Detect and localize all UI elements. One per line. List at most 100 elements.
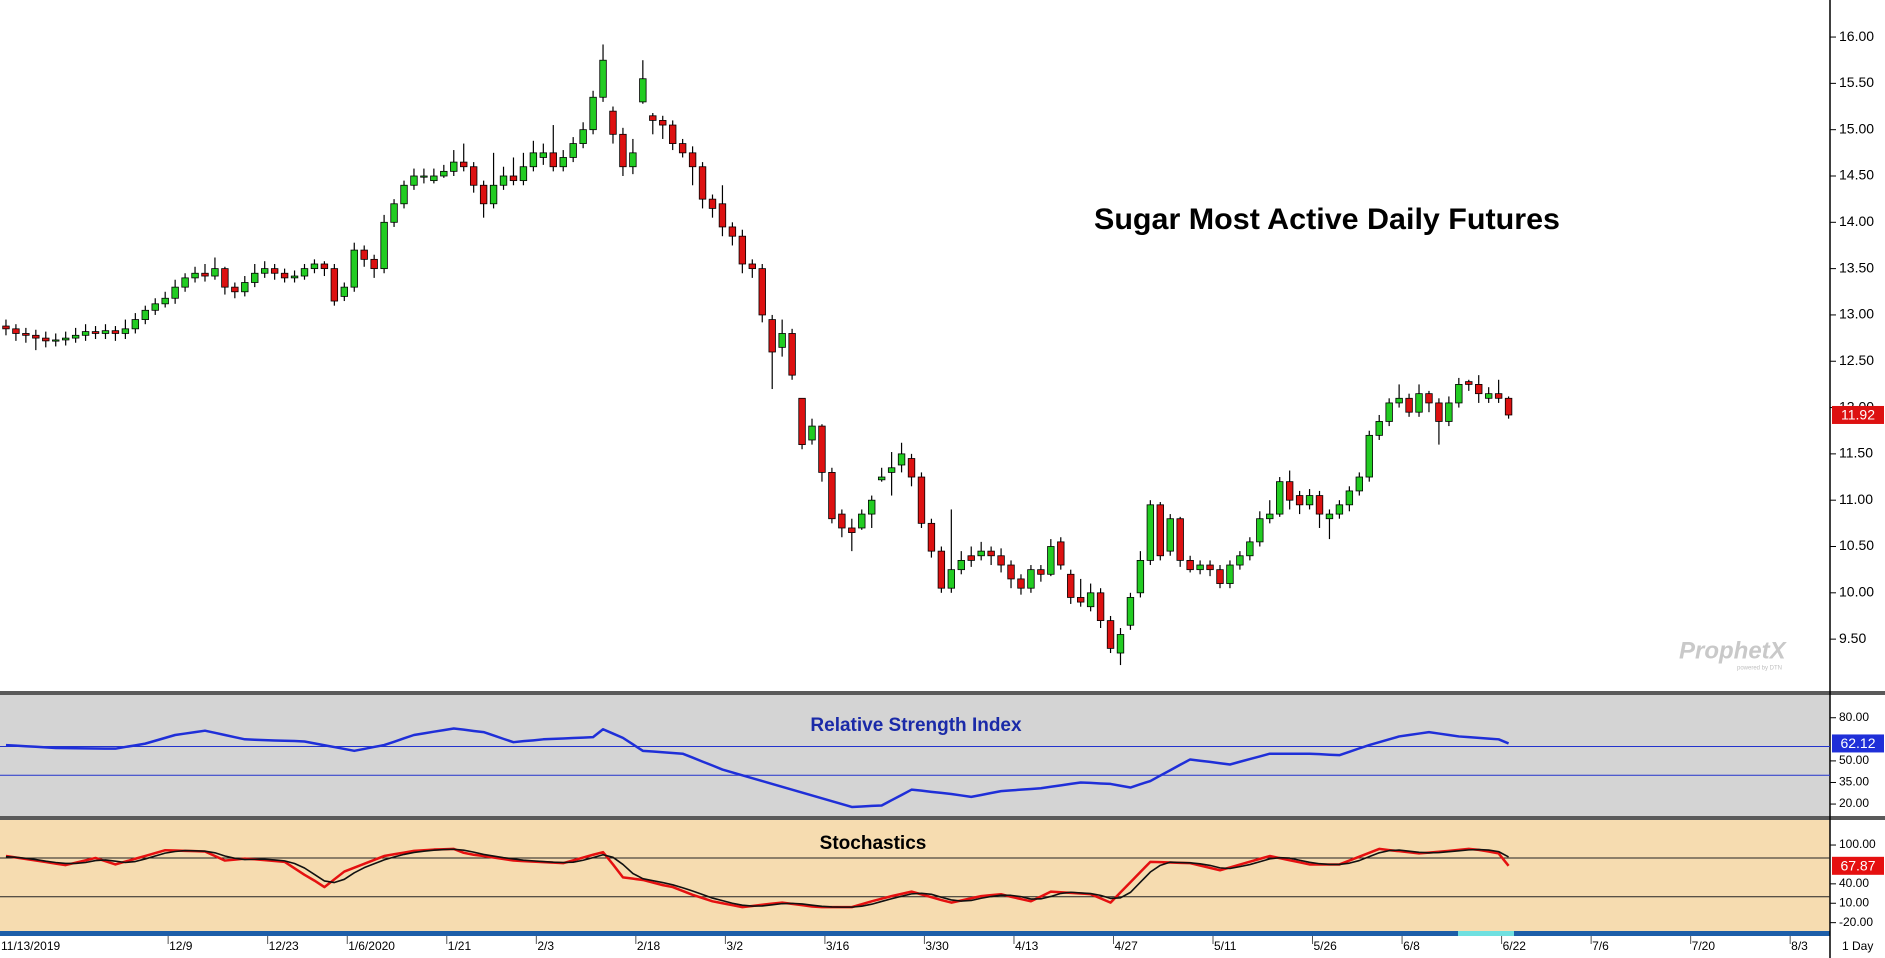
candle-body: [201, 272, 209, 277]
indicator-line: [5, 848, 1509, 908]
candle-body: [639, 78, 647, 103]
candle-body: [927, 522, 936, 552]
candle-body: [32, 334, 40, 339]
last-value-box: [1832, 856, 1884, 875]
period-label: 1 Day: [1842, 939, 1873, 953]
candle-body: [1325, 513, 1334, 520]
x-tick-label: 1/21: [448, 939, 472, 953]
candle-body: [1256, 518, 1264, 543]
candle-body: [848, 527, 856, 534]
candle-body: [261, 268, 269, 274]
candle-body: [1315, 495, 1324, 515]
candle-body: [52, 339, 60, 342]
candle-body: [22, 333, 30, 336]
candle-body: [1007, 564, 1015, 580]
y-tick-label: 13.50: [1839, 259, 1874, 275]
candle-body: [1266, 513, 1274, 520]
candle-body: [400, 184, 408, 205]
candle-body: [320, 263, 329, 270]
y-tick-label: 14.50: [1839, 167, 1874, 183]
candle-body: [1445, 402, 1453, 422]
y-tick-label: 35.00: [1839, 775, 1869, 789]
candle-body: [499, 175, 508, 186]
candle-body: [688, 152, 697, 168]
candle-body: [191, 272, 199, 279]
x-tick-label: 4/27: [1114, 939, 1138, 953]
x-tick-label: 5/26: [1314, 939, 1338, 953]
x-tick-label: 5/11: [1214, 939, 1237, 953]
candle-body: [81, 331, 90, 336]
candle-body: [101, 330, 110, 334]
candle-body: [887, 467, 896, 473]
candle-body: [529, 152, 538, 168]
candle-body: [1196, 564, 1204, 571]
rsi-panel: [0, 695, 1830, 816]
candle-body: [559, 157, 567, 168]
candle-body: [300, 268, 309, 277]
candle-body: [1126, 597, 1135, 626]
last-value-label: 62.12: [1840, 735, 1875, 751]
last-value-box: [1832, 734, 1884, 753]
candle-body: [1176, 518, 1184, 561]
candle-body: [669, 124, 677, 144]
candle-body: [360, 249, 368, 260]
candle-body: [121, 328, 130, 334]
candle-body: [290, 275, 299, 279]
candle-body: [61, 337, 70, 341]
candle-body: [579, 129, 587, 144]
candle-body: [1355, 476, 1363, 492]
candle-body: [1106, 620, 1115, 649]
x-tick-label: 1/6/2020: [348, 939, 395, 953]
y-tick-label: 12.50: [1839, 352, 1874, 368]
candle-body: [71, 334, 80, 339]
candle-body: [1475, 384, 1483, 395]
candle-body: [181, 277, 189, 288]
panel-separator: [0, 691, 1885, 695]
candle-body: [469, 166, 478, 186]
y-tick-label: 10.50: [1839, 537, 1874, 553]
y-tick-label: -20.00: [1839, 915, 1873, 929]
y-tick-label: 15.50: [1839, 74, 1874, 90]
candle-body: [380, 221, 388, 270]
x-tick-label: 2/3: [537, 939, 554, 953]
candle-body: [460, 161, 468, 168]
candle-body: [1086, 592, 1095, 608]
candle-body: [917, 476, 926, 524]
candle-body: [1494, 393, 1503, 399]
candle-body: [350, 249, 358, 288]
candle-body: [1465, 381, 1473, 385]
candle-body: [91, 331, 100, 334]
candle-body: [12, 328, 20, 334]
watermark: ProphetX: [1679, 637, 1788, 664]
candle-body: [868, 499, 876, 515]
indicator-line: [5, 727, 1510, 809]
candle-body: [1216, 569, 1224, 584]
y-tick-label: 10.00: [1839, 895, 1869, 909]
candle-body: [479, 184, 488, 205]
x-tick-label: 6/8: [1403, 939, 1420, 953]
candle-body: [1276, 481, 1284, 515]
x-tick-label: 3/2: [726, 939, 743, 953]
candle-body: [221, 268, 229, 288]
candle-body: [1435, 402, 1443, 422]
candle-body: [489, 184, 498, 205]
candle-body: [1246, 541, 1254, 557]
candle-body: [599, 59, 607, 98]
candle-body: [310, 263, 319, 270]
candle-body: [1186, 559, 1194, 571]
candle-body: [858, 513, 866, 529]
date-axis-highlight: [1458, 931, 1514, 936]
candle-body: [997, 555, 1005, 566]
candle-body: [131, 319, 140, 330]
candle-body: [649, 115, 657, 121]
rsi-title: Relative Strength Index: [810, 715, 1022, 736]
x-tick-label: 3/16: [826, 939, 850, 953]
candle-body: [390, 203, 398, 223]
candle-body: [111, 330, 120, 334]
candle-body: [1027, 569, 1035, 589]
candle-body: [1504, 397, 1513, 416]
candle-body: [410, 175, 418, 186]
candle-body: [340, 286, 348, 297]
